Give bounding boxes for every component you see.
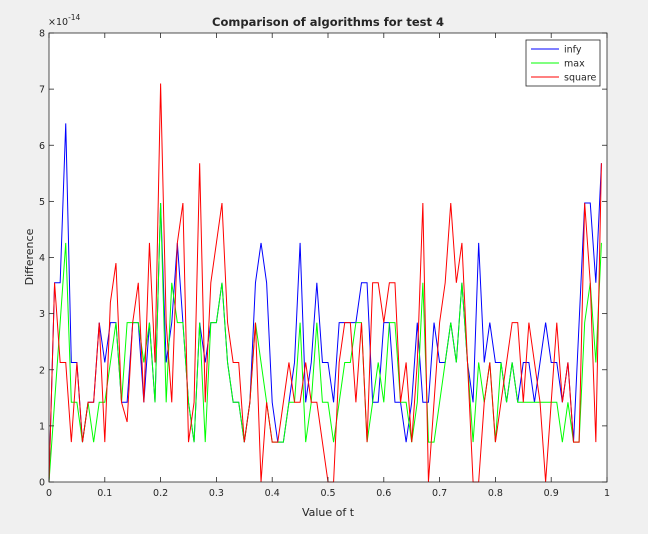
y-tick-label: 7 (39, 85, 45, 96)
plot-area (49, 33, 607, 482)
legend: infy max square (525, 39, 601, 87)
x-tick-label: 0.3 (209, 488, 224, 499)
legend-label-max: max (564, 59, 585, 70)
y-tick-label: 5 (39, 197, 45, 208)
y-tick-label: 3 (39, 309, 45, 320)
x-tick-label: 0.6 (376, 488, 391, 499)
x-tick-label: 0 (46, 488, 52, 499)
x-tick-label: 0.9 (544, 488, 559, 499)
x-tick-label: 0.8 (488, 488, 503, 499)
x-axis: 0 0.1 0.2 0.3 0.4 0.5 0.6 0.7 0.8 0.9 1 (46, 33, 610, 499)
y-tick-label: 6 (39, 141, 45, 152)
x-tick-label: 0.4 (265, 488, 280, 499)
chart-title: Comparison of algorithms for test 4 (212, 15, 444, 29)
y-tick-label: 8 (39, 29, 45, 40)
y-tick-label: 4 (39, 253, 45, 264)
x-tick-label: 0.1 (97, 488, 112, 499)
series-layer (48, 83, 602, 483)
x-tick-label: 0.7 (432, 488, 447, 499)
y-exponent-label: ×10-14 (48, 13, 81, 28)
legend-label-square: square (564, 73, 597, 84)
x-tick-label: 0.5 (320, 488, 335, 499)
y-axis-label: Difference (23, 228, 36, 285)
x-axis-label: Value of t (302, 506, 355, 519)
x-tick-label: 1 (604, 488, 610, 499)
x-tick-label: 0.2 (153, 488, 168, 499)
series-line-square (48, 83, 602, 483)
y-axis: 0 1 2 3 4 5 6 7 8 (39, 29, 607, 489)
y-tick-label: 2 (39, 365, 45, 376)
y-tick-label: 0 (39, 478, 45, 489)
y-tick-label: 1 (39, 421, 45, 432)
legend-label-infy: infy (564, 45, 582, 56)
